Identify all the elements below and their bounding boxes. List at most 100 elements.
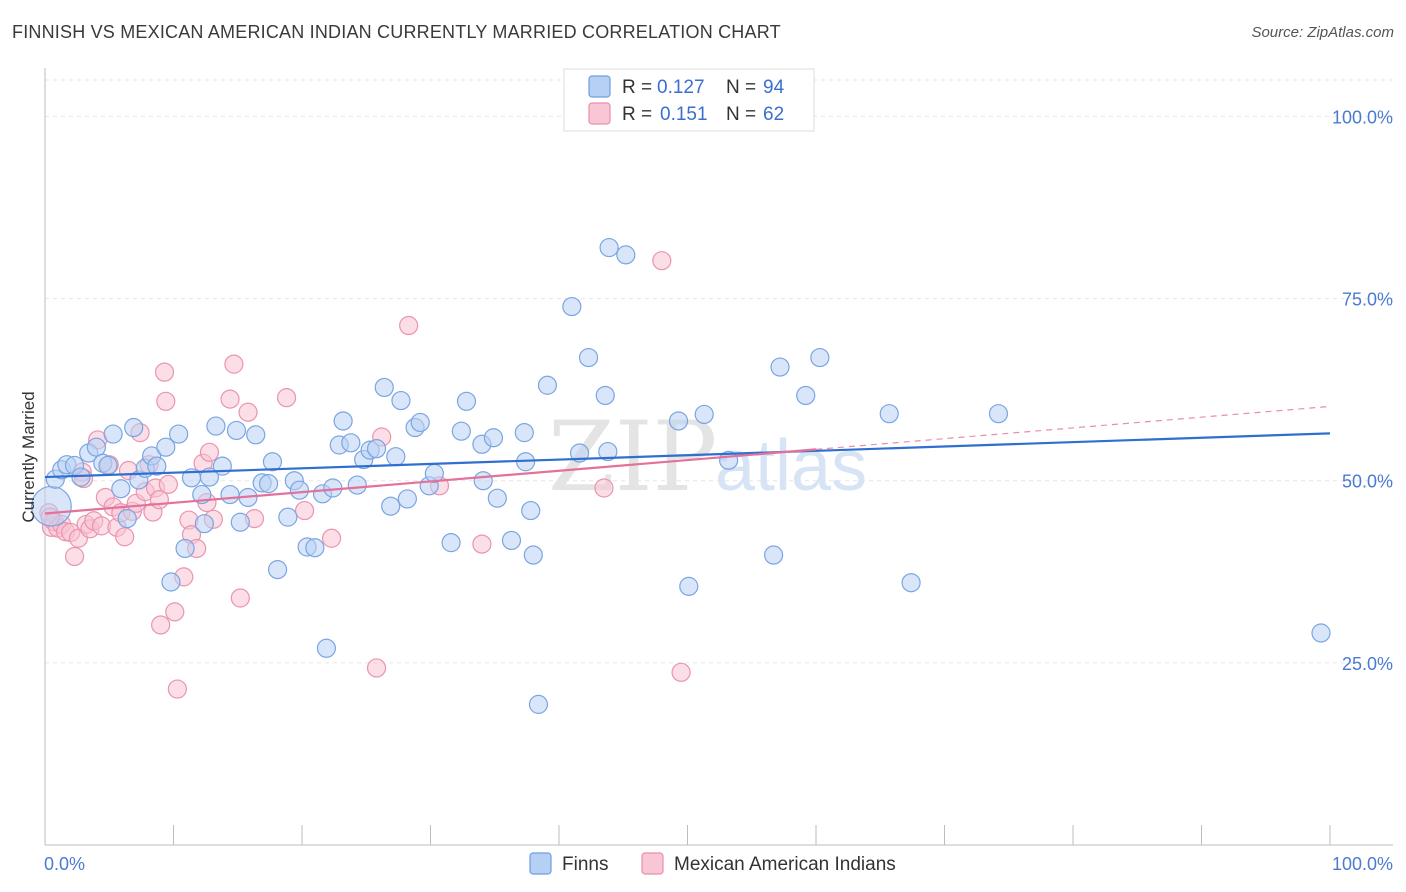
- y-axis-label: Currently Married: [19, 391, 38, 522]
- mexican-point: [276, 388, 297, 408]
- series-swatch-finns: [529, 852, 552, 875]
- y-tick-label: 25.0%: [1342, 654, 1393, 674]
- finns-point: [391, 390, 411, 411]
- mexican-point: [238, 402, 258, 422]
- mexican-point: [158, 474, 178, 494]
- finns-point: [366, 439, 387, 459]
- watermark-atlas: atlas: [715, 426, 867, 506]
- finns-point: [483, 428, 504, 448]
- finns-point: [103, 424, 123, 444]
- trend-lines: [44, 405, 1331, 515]
- finns-point: [212, 456, 232, 476]
- finns-point: [528, 694, 549, 714]
- finns-point: [763, 545, 784, 565]
- series-label-mexican: Mexican American Indians: [674, 854, 896, 875]
- finns-point: [451, 421, 471, 441]
- legend-swatch-finns: [588, 75, 611, 98]
- finns-point: [305, 538, 325, 558]
- mexican-point: [151, 615, 171, 635]
- finns-point: [161, 572, 181, 592]
- mexican-point: [154, 362, 175, 382]
- mexican-point: [594, 478, 614, 498]
- legend-r-value-finns: 0.127: [657, 77, 705, 98]
- finns-point: [397, 489, 417, 509]
- finns-point: [381, 496, 401, 516]
- mexican-point: [671, 662, 691, 682]
- finns-point: [1311, 623, 1331, 643]
- finns-point: [796, 385, 816, 406]
- finns-point: [117, 508, 137, 529]
- x-tick-labels: 0.0% 100.0%: [44, 854, 1393, 874]
- finns-point: [456, 391, 477, 411]
- x-tick-label: 0.0%: [44, 854, 85, 874]
- finns-point: [262, 452, 283, 472]
- y-tick-label: 75.0%: [1342, 290, 1393, 310]
- finns-point: [668, 411, 689, 431]
- chart-title: FINNISH VS MEXICAN AMERICAN INDIAN CURRE…: [12, 22, 781, 42]
- legend-n-label: N =: [726, 104, 756, 125]
- data-points: [31, 237, 1331, 714]
- finns-point: [124, 417, 144, 438]
- finns-point: [879, 404, 899, 424]
- mexican-point: [64, 546, 85, 567]
- finns-point: [147, 456, 167, 476]
- finns-point: [175, 538, 195, 559]
- mexican-point: [230, 588, 250, 608]
- legend-n-label: N =: [726, 77, 756, 98]
- finns-point: [679, 576, 699, 596]
- finns-point: [374, 377, 394, 398]
- finns-point: [514, 423, 534, 443]
- mexican-point: [321, 528, 342, 548]
- mexican-point: [472, 534, 492, 554]
- finns-point: [230, 512, 250, 532]
- finns-point: [537, 375, 558, 395]
- finns-point: [333, 411, 353, 431]
- finns-point: [810, 347, 830, 368]
- source-credit: Source: ZipAtlas.com: [1251, 24, 1394, 41]
- legend-r-value-mexican: 0.151: [660, 104, 708, 125]
- finns-point: [616, 245, 636, 265]
- finns-point: [595, 385, 615, 406]
- series-label-finns: Finns: [562, 854, 608, 875]
- finns-point: [86, 437, 107, 457]
- series-swatch-mexican: [641, 852, 664, 875]
- finns-point: [194, 514, 214, 534]
- mexican-point: [165, 602, 185, 622]
- finns-point: [562, 296, 582, 317]
- finns-point: [169, 424, 189, 444]
- finns-point: [316, 638, 337, 658]
- mexican-trend-extension: [815, 405, 1331, 450]
- finns-point: [501, 530, 522, 551]
- finns-point: [523, 545, 543, 565]
- finns-trend-line: [44, 432, 1331, 479]
- mexican-point: [294, 500, 315, 521]
- grid-lines: [45, 79, 1393, 664]
- mexican-trend-line: [44, 448, 817, 515]
- legend-swatch-mexican: [588, 102, 611, 125]
- finns-point: [258, 474, 279, 494]
- finns-point: [901, 573, 921, 593]
- legend-r-label: R =: [622, 104, 652, 125]
- finns-point: [246, 425, 266, 445]
- mexican-point: [167, 679, 187, 699]
- finns-point: [347, 475, 367, 495]
- mexican-point: [199, 442, 220, 462]
- legend-r-label: R =: [622, 77, 652, 98]
- mexican-point: [652, 251, 672, 271]
- finns-point: [341, 433, 361, 453]
- finns-point: [770, 357, 790, 377]
- finns-point: [156, 437, 176, 457]
- finns-point: [578, 347, 599, 368]
- mexican-point: [224, 354, 244, 374]
- legend-n-value-mexican: 62: [763, 104, 784, 125]
- y-tick-label: 50.0%: [1342, 472, 1393, 492]
- finns-point: [694, 404, 714, 425]
- finns-point: [599, 237, 619, 258]
- finns-point: [521, 500, 541, 521]
- axes: [44, 68, 1393, 846]
- finns-point: [111, 479, 131, 499]
- finns-point: [267, 559, 288, 580]
- finns-point: [98, 455, 118, 476]
- legend-n-value-finns: 94: [763, 77, 785, 98]
